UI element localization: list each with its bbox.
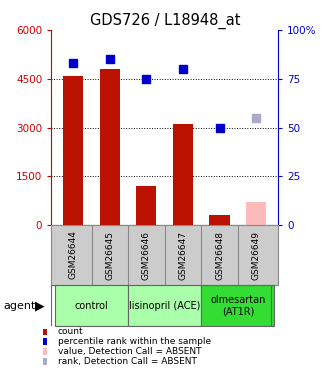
Text: GSM26647: GSM26647 xyxy=(178,231,187,279)
Bar xyxy=(173,124,193,225)
Text: agent: agent xyxy=(3,301,36,310)
FancyBboxPatch shape xyxy=(55,285,128,326)
Text: GSM26645: GSM26645 xyxy=(105,231,114,279)
Bar xyxy=(210,215,230,225)
Text: GSM26648: GSM26648 xyxy=(215,231,224,279)
Bar xyxy=(136,186,157,225)
Bar xyxy=(63,75,83,225)
Text: olmesartan
(AT1R): olmesartan (AT1R) xyxy=(210,295,265,316)
Text: control: control xyxy=(75,301,109,310)
Text: GDS726 / L18948_at: GDS726 / L18948_at xyxy=(90,13,241,29)
Text: lisinopril (ACE): lisinopril (ACE) xyxy=(129,301,200,310)
Text: value, Detection Call = ABSENT: value, Detection Call = ABSENT xyxy=(58,347,202,356)
Text: GSM26644: GSM26644 xyxy=(69,231,78,279)
Bar xyxy=(246,202,266,225)
Text: rank, Detection Call = ABSENT: rank, Detection Call = ABSENT xyxy=(58,357,197,366)
Text: count: count xyxy=(58,327,83,336)
FancyBboxPatch shape xyxy=(128,285,201,326)
Text: ▶: ▶ xyxy=(35,299,44,312)
FancyBboxPatch shape xyxy=(201,285,274,326)
Text: GSM26649: GSM26649 xyxy=(252,231,260,279)
Bar xyxy=(100,69,120,225)
Text: percentile rank within the sample: percentile rank within the sample xyxy=(58,337,211,346)
Text: GSM26646: GSM26646 xyxy=(142,231,151,279)
